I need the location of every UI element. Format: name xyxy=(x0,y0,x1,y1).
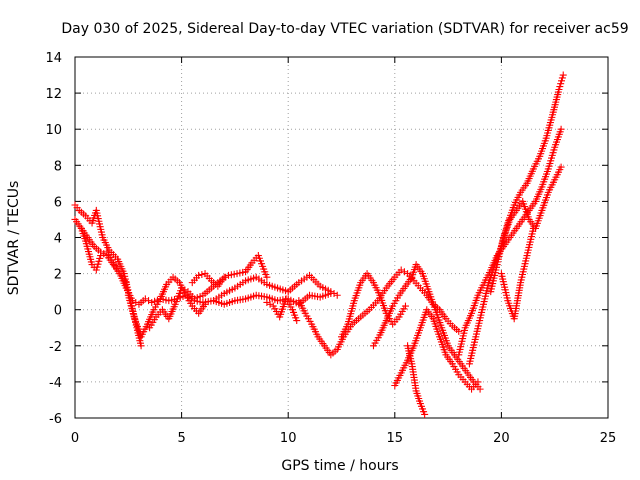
data-point xyxy=(92,266,100,274)
data-point xyxy=(95,257,103,265)
y-tick-label: 6 xyxy=(54,195,62,210)
data-point xyxy=(529,224,537,232)
y-tick-label: 8 xyxy=(54,159,62,174)
data-point xyxy=(137,342,145,350)
grid-lines xyxy=(75,57,608,418)
data-point xyxy=(476,385,484,393)
y-tick-label: -6 xyxy=(49,412,62,427)
x-tick-label: 5 xyxy=(177,431,185,446)
x-axis-label: GPS time / hours xyxy=(281,458,398,474)
data-point xyxy=(145,297,153,305)
x-tick-label: 25 xyxy=(600,431,617,446)
series-track-11 xyxy=(404,342,429,418)
series-track-2 xyxy=(71,201,145,350)
data-point xyxy=(559,71,567,79)
data-point xyxy=(455,327,463,335)
x-tick-label: 0 xyxy=(71,431,79,446)
data-point xyxy=(94,260,102,268)
x-tick-label: 10 xyxy=(280,431,297,446)
data-point xyxy=(100,250,108,258)
axis-ticks: 0 5 10 15 20 25 -6 -4 -2 0 2 4 6 8 10 12 14 xyxy=(45,51,616,446)
data-point xyxy=(557,163,565,171)
data-point xyxy=(557,80,565,88)
data-point xyxy=(400,268,408,276)
data-point xyxy=(556,83,564,91)
series-track-15 xyxy=(497,224,537,323)
series-track-13 xyxy=(455,125,565,359)
series-track-17 xyxy=(188,270,228,290)
series-track-4 xyxy=(124,273,209,341)
data-point xyxy=(195,271,203,279)
data-point xyxy=(93,263,101,271)
y-tick-label: -4 xyxy=(49,376,62,391)
data-points xyxy=(71,71,567,418)
data-point xyxy=(555,85,563,93)
data-point xyxy=(401,302,409,310)
data-point xyxy=(263,273,271,281)
y-tick-label: 12 xyxy=(45,87,62,102)
plot-frame xyxy=(74,56,609,419)
y-tick-label: 2 xyxy=(54,268,62,283)
data-point xyxy=(220,273,228,281)
x-tick-label: 15 xyxy=(387,431,404,446)
data-point xyxy=(557,125,565,133)
series-track-3 xyxy=(77,224,130,287)
series-track-16 xyxy=(263,295,301,325)
data-point xyxy=(474,378,482,386)
series-track-6 xyxy=(210,271,341,305)
y-tick-label: 4 xyxy=(54,232,62,247)
data-point xyxy=(96,254,104,262)
data-point xyxy=(558,77,566,85)
y-tick-label: -2 xyxy=(49,340,62,355)
data-point xyxy=(330,289,338,297)
data-point xyxy=(558,74,566,82)
data-point xyxy=(198,271,206,279)
y-axis-label: SDTVAR / TECUs xyxy=(6,181,22,296)
x-tick-label: 20 xyxy=(493,431,510,446)
y-tick-label: 14 xyxy=(45,51,62,66)
y-tick-label: 0 xyxy=(54,304,62,319)
data-point xyxy=(421,410,429,418)
data-point xyxy=(333,291,341,299)
series-track-14 xyxy=(487,163,565,296)
series-track-12 xyxy=(465,71,567,368)
y-tick-label: 10 xyxy=(45,123,62,138)
data-point xyxy=(201,300,209,308)
chart-title: Day 030 of 2025, Sidereal Day-to-day VTE… xyxy=(61,21,628,37)
data-point xyxy=(122,279,130,287)
series-track-8 xyxy=(338,270,409,341)
data-point xyxy=(293,317,301,325)
